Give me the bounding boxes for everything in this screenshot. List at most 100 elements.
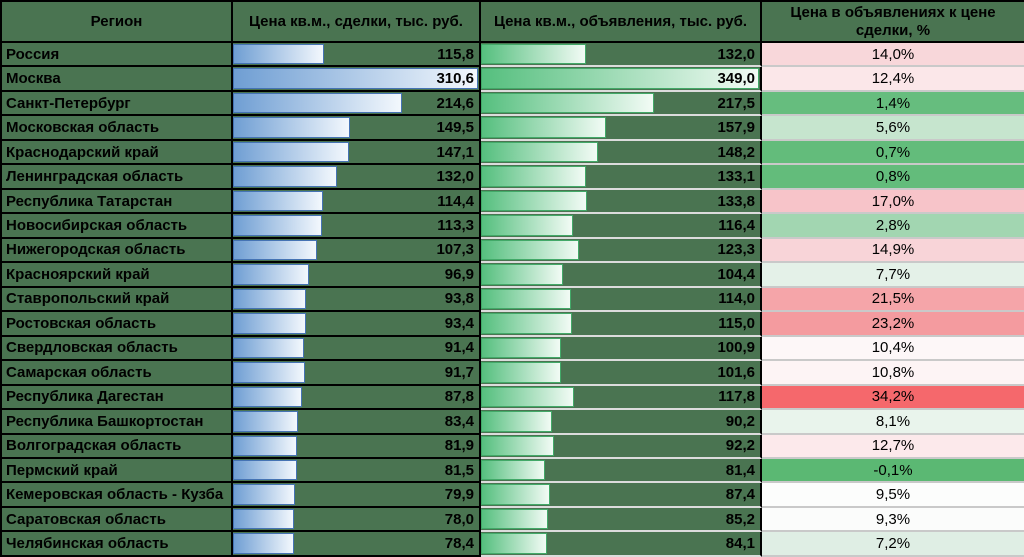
- deal-price-bar: [233, 215, 322, 236]
- deal-price-cell: 91,7: [233, 361, 481, 386]
- region-cell: Красноярский край: [2, 263, 233, 288]
- premium-value: 0,8%: [875, 168, 911, 186]
- deal-price-cell: 310,6: [233, 67, 481, 92]
- premium-cell: -0,1%: [762, 458, 1024, 484]
- listing-price-cell: 217,5: [481, 91, 762, 117]
- table-row: Пермский край 81,5 81,4 -0,1%: [2, 458, 1024, 484]
- listing-price-value: 217,5: [717, 94, 755, 112]
- listing-price-bar: [481, 313, 572, 334]
- region-label: Республика Дагестан: [6, 388, 164, 406]
- table-row: Волгоградская область 81,9 92,2 12,7%: [2, 434, 1024, 459]
- region-cell: Москва: [2, 67, 233, 92]
- region-cell: Санкт-Петербург: [2, 91, 233, 117]
- deal-price-cell: 81,5: [233, 458, 481, 484]
- listing-price-bar: [481, 508, 549, 530]
- table-row: Республика Башкортостан 83,4 90,2 8,1%: [2, 410, 1024, 435]
- table-row: Республика Татарстан 114,4 133,8 17,0%: [2, 189, 1024, 215]
- deal-price-cell: 87,8: [233, 385, 481, 411]
- deal-price-value: 96,9: [444, 265, 474, 283]
- region-cell: Новосибирская область: [2, 214, 233, 239]
- table-row: Челябинская область 78,4 84,1 7,2%: [2, 532, 1024, 557]
- listing-price-bar: [481, 68, 759, 89]
- deal-price-cell: 107,3: [233, 238, 481, 264]
- region-cell: Челябинская область: [2, 532, 233, 557]
- deal-price-bar: [233, 313, 306, 334]
- deal-price-cell: 147,1: [233, 140, 481, 166]
- listing-price-value: 114,0: [718, 290, 755, 308]
- deal-price-value: 310,6: [436, 70, 474, 88]
- table-row: Ленинградская область 132,0 133,1 0,8%: [2, 165, 1024, 190]
- premium-value: 5,6%: [875, 119, 911, 137]
- deal-price-cell: 81,9: [233, 434, 481, 459]
- listing-price-cell: 117,8: [481, 385, 762, 411]
- premium-value: 7,7%: [875, 265, 911, 283]
- listing-price-bar: [481, 386, 575, 408]
- listing-price-value: 90,2: [725, 412, 755, 430]
- listing-price-bar: [481, 411, 553, 432]
- deal-price-value: 79,9: [444, 486, 474, 504]
- header-premium: Цена в объявлениях к цене сделки, %: [762, 2, 1024, 43]
- deal-price-value: 132,0: [436, 168, 474, 186]
- listing-price-value: 115,0: [718, 314, 755, 332]
- deal-price-value: 113,3: [437, 217, 474, 235]
- deal-price-bar: [233, 239, 317, 261]
- table-row: Ростовская область 93,4 115,0 23,2%: [2, 312, 1024, 337]
- premium-cell: 7,7%: [762, 263, 1024, 288]
- region-cell: Краснодарский край: [2, 140, 233, 166]
- listing-price-bar: [481, 484, 550, 505]
- premium-cell: 1,4%: [762, 91, 1024, 117]
- premium-value: 8,1%: [875, 412, 911, 430]
- listing-price-value: 148,2: [717, 143, 755, 161]
- deal-price-cell: 96,9: [233, 263, 481, 288]
- table-row: Нижегородская область 107,3 123,3 14,9%: [2, 238, 1024, 264]
- region-label: Новосибирская область: [6, 217, 188, 235]
- listing-price-value: 116,4: [718, 217, 755, 235]
- region-cell: Пермский край: [2, 458, 233, 484]
- region-cell: Волгоградская область: [2, 434, 233, 459]
- premium-cell: 12,4%: [762, 67, 1024, 92]
- listing-price-value: 81,4: [725, 461, 755, 479]
- listing-price-bar: [481, 362, 562, 383]
- table-row: Республика Дагестан 87,8 117,8 34,2%: [2, 385, 1024, 411]
- premium-cell: 34,2%: [762, 385, 1024, 411]
- deal-price-value: 107,3: [436, 241, 474, 259]
- listing-price-bar: [481, 459, 546, 481]
- region-label: Самарская область: [6, 363, 152, 381]
- region-label: Челябинская область: [6, 535, 169, 553]
- region-label: Нижегородская область: [6, 241, 186, 259]
- table-row: Санкт-Петербург 214,6 217,5 1,4%: [2, 91, 1024, 117]
- premium-value: 1,4%: [875, 94, 911, 112]
- listing-price-value: 349,0: [717, 70, 755, 88]
- deal-price-bar: [233, 141, 349, 163]
- listing-price-value: 84,1: [725, 535, 755, 553]
- deal-price-bar: [233, 362, 305, 383]
- listing-price-value: 92,2: [725, 437, 755, 455]
- listing-price-cell: 133,1: [481, 165, 762, 190]
- region-label: Московская область: [6, 119, 160, 137]
- listing-price-bar: [481, 215, 574, 236]
- region-cell: Нижегородская область: [2, 238, 233, 264]
- listing-price-value: 85,2: [725, 510, 755, 528]
- table-row: Кемеровская область - Кузба 79,9 87,4 9,…: [2, 483, 1024, 508]
- listing-price-cell: 157,9: [481, 116, 762, 141]
- table-row: Краснодарский край 147,1 148,2 0,7%: [2, 140, 1024, 166]
- premium-value: 10,8%: [871, 363, 915, 381]
- listing-price-cell: 87,4: [481, 483, 762, 508]
- region-label: Саратовская область: [6, 510, 166, 528]
- region-cell: Россия: [2, 43, 233, 68]
- premium-cell: 10,8%: [762, 361, 1024, 386]
- deal-price-bar: [233, 264, 309, 285]
- listing-price-cell: 101,6: [481, 361, 762, 386]
- region-label: Республика Башкортостан: [6, 412, 204, 430]
- region-label: Республика Татарстан: [6, 192, 173, 210]
- premium-value: 23,2%: [871, 314, 915, 332]
- deal-price-value: 114,4: [437, 192, 474, 210]
- region-cell: Саратовская область: [2, 507, 233, 533]
- listing-price-cell: 114,0: [481, 287, 762, 313]
- table-row: Московская область 149,5 157,9 5,6%: [2, 116, 1024, 141]
- region-label: Пермский край: [6, 461, 118, 479]
- table-body: Россия 115,8 132,0 14,0% Москва 310,6 34…: [2, 43, 1024, 557]
- premium-cell: 21,5%: [762, 287, 1024, 313]
- deal-price-bar: [233, 459, 297, 481]
